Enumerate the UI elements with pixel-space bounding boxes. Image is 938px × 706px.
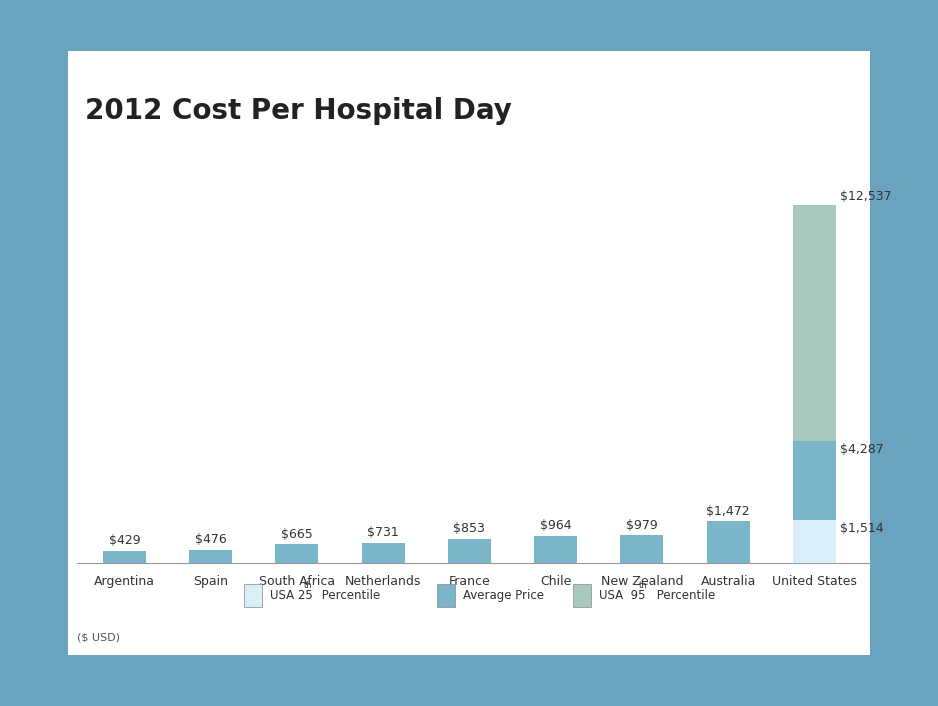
Bar <box>103 551 146 563</box>
Text: ($ USD): ($ USD) <box>77 633 120 642</box>
Bar <box>793 205 836 441</box>
Bar <box>447 539 491 563</box>
Text: $429: $429 <box>109 534 140 547</box>
Text: Average Price: Average Price <box>462 589 544 602</box>
Bar <box>361 542 404 563</box>
Bar <box>793 520 836 563</box>
Bar <box>437 585 455 606</box>
Bar <box>573 585 591 606</box>
Text: $1,514: $1,514 <box>840 522 884 535</box>
Text: $853: $853 <box>453 522 485 535</box>
Bar <box>793 441 836 520</box>
Text: th: th <box>639 581 647 590</box>
Text: $476: $476 <box>195 533 226 546</box>
Text: $665: $665 <box>281 527 312 541</box>
Bar <box>275 544 318 563</box>
Text: $1,472: $1,472 <box>706 505 750 517</box>
Text: $964: $964 <box>540 519 571 532</box>
Bar <box>706 521 749 563</box>
Bar <box>244 585 262 606</box>
Text: $731: $731 <box>368 526 399 539</box>
Text: $4,287: $4,287 <box>840 443 884 456</box>
Text: 2012 Cost Per Hospital Day: 2012 Cost Per Hospital Day <box>85 97 512 125</box>
Text: $12,537: $12,537 <box>840 189 892 203</box>
Text: Percentile: Percentile <box>653 589 715 602</box>
Text: $979: $979 <box>626 519 658 532</box>
Bar <box>534 536 577 563</box>
Text: th: th <box>304 581 312 590</box>
Bar <box>189 550 233 563</box>
Text: Percentile: Percentile <box>318 589 380 602</box>
Text: USA  95: USA 95 <box>599 589 645 602</box>
Text: USA 25: USA 25 <box>270 589 312 602</box>
Bar <box>620 535 663 563</box>
